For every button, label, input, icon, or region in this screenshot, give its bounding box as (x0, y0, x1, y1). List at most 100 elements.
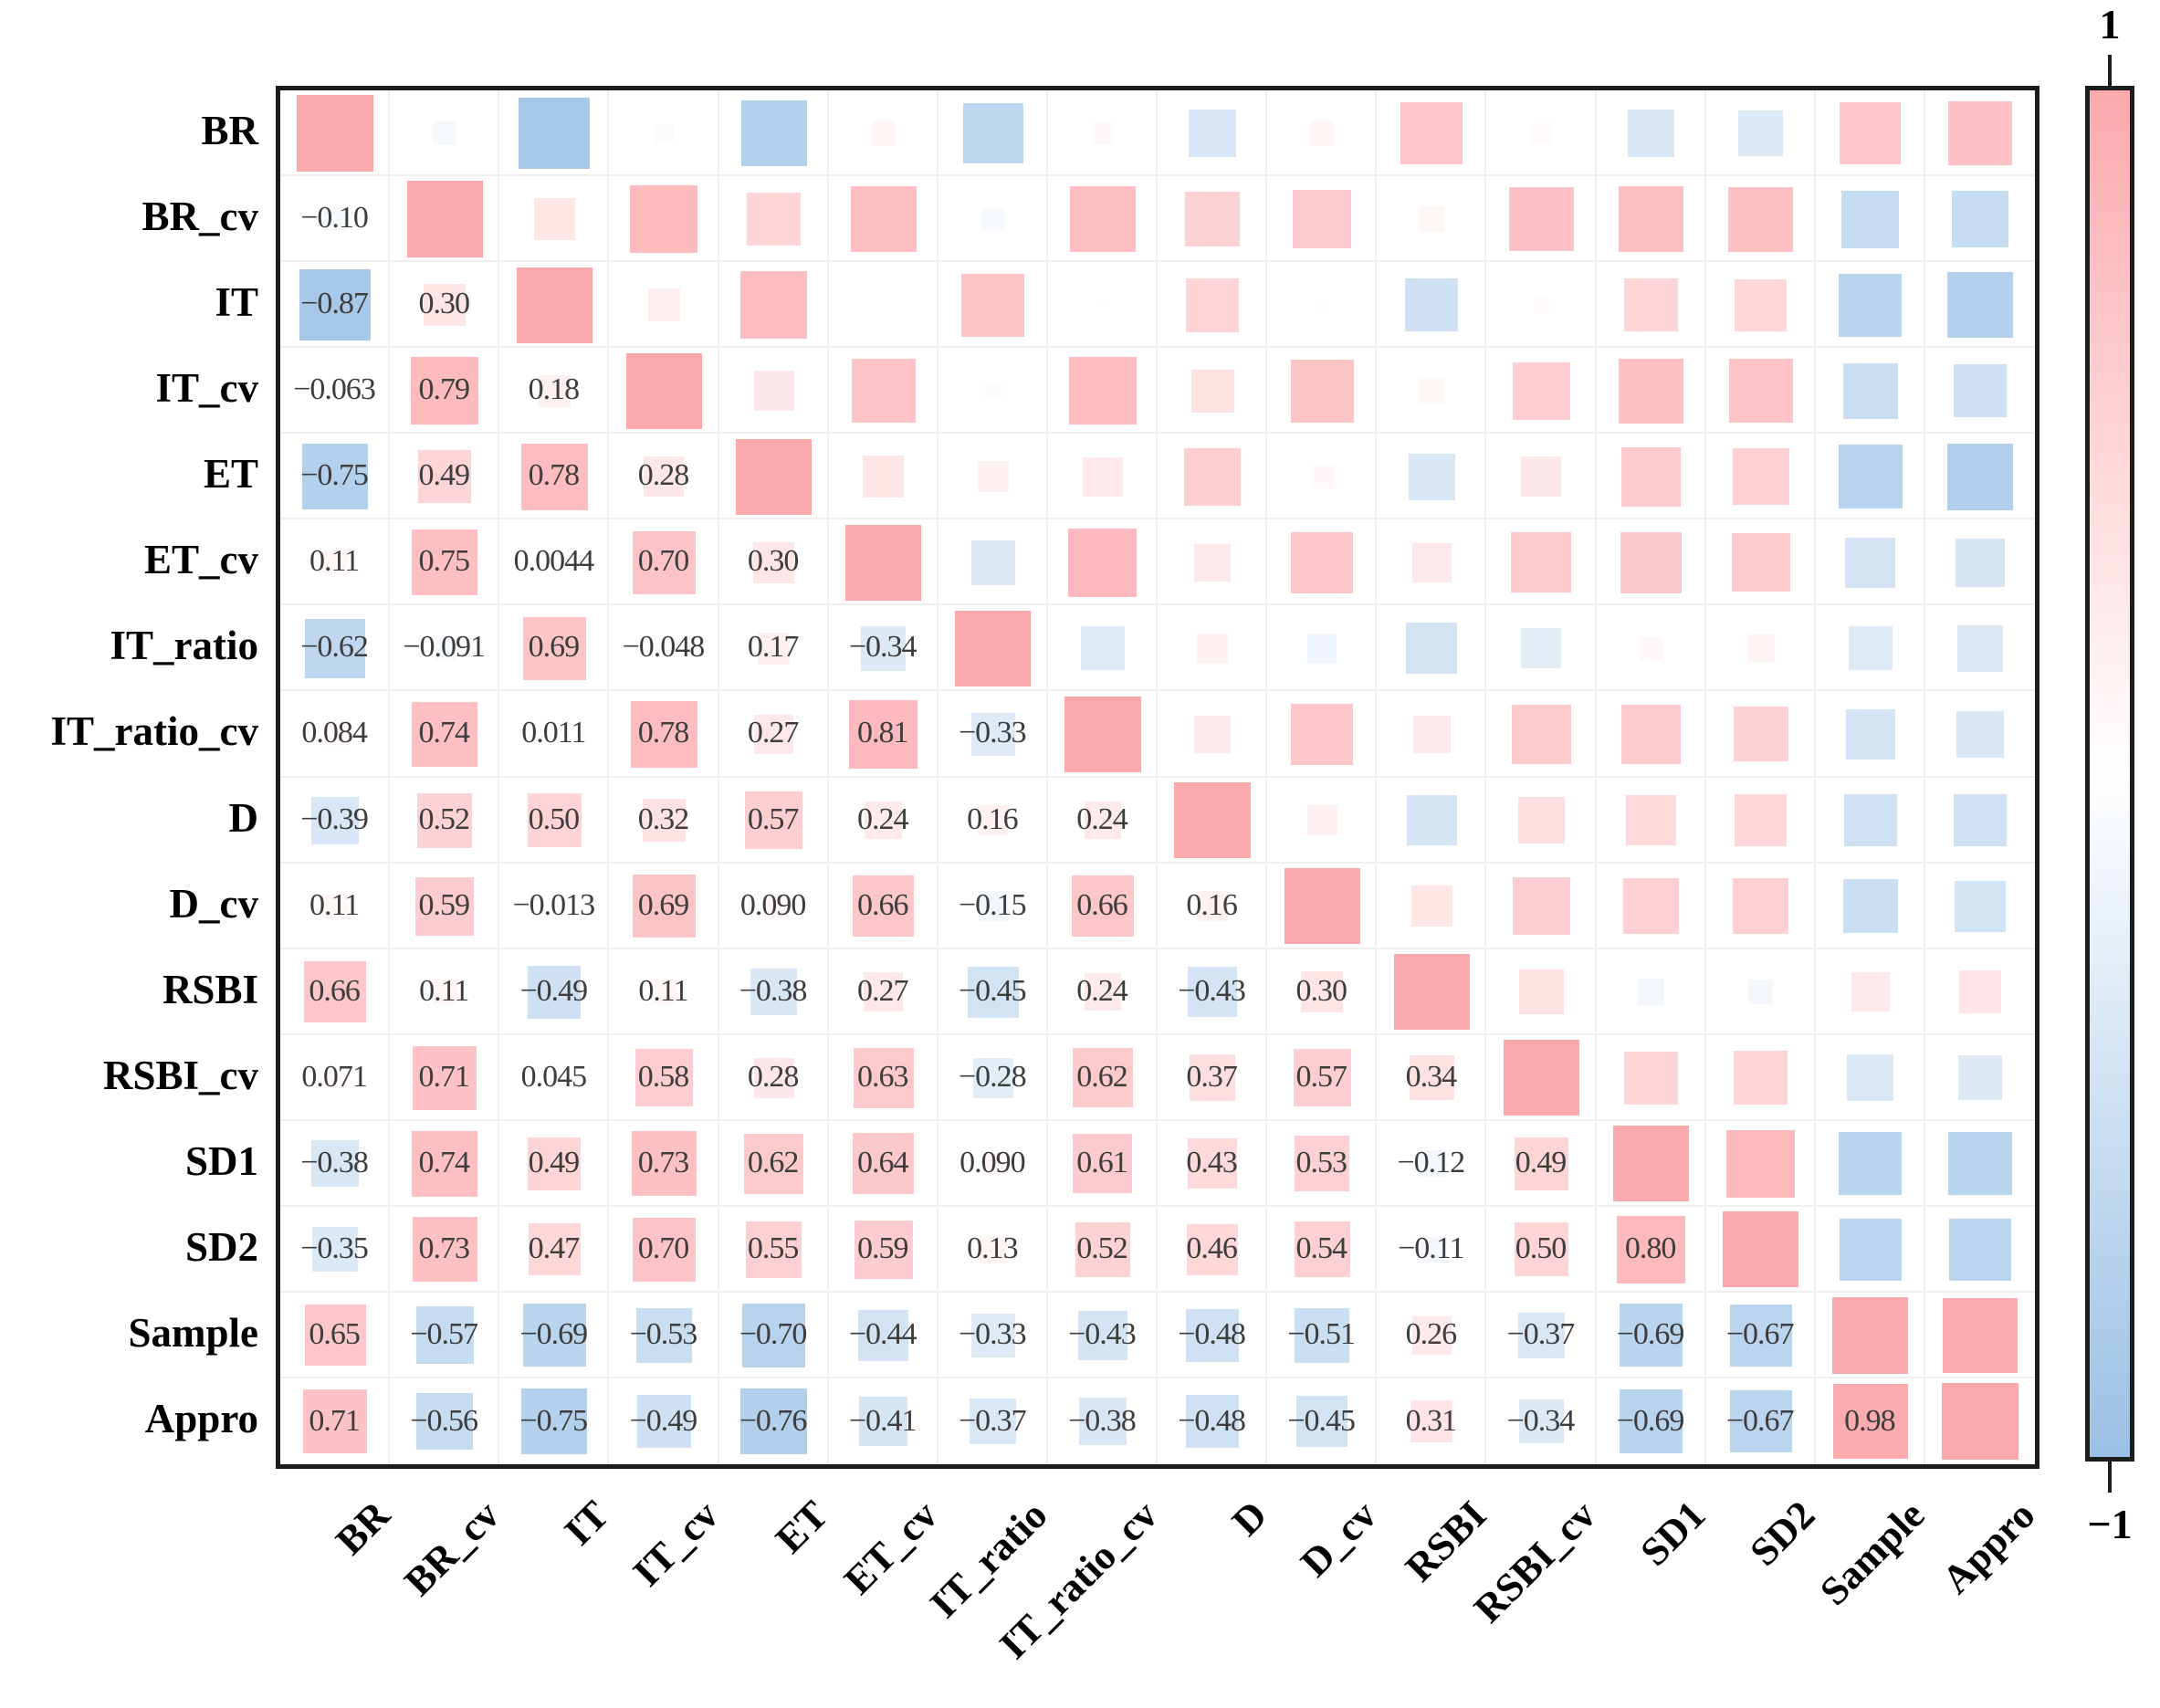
row-label-RSBI: RSBI (162, 966, 258, 1012)
matrix-cell-Sample-Sample (1815, 1292, 1925, 1378)
matrix-cell-D_cv-Sample (1815, 863, 1925, 949)
row-label-IT_cv: IT_cv (155, 365, 259, 412)
correlation-value: −0.43 (1068, 1316, 1137, 1351)
matrix-cell-ET-Appro (1924, 434, 2035, 520)
correlation-square (413, 1045, 477, 1110)
correlation-square (311, 1140, 359, 1188)
correlation-value: 0.74 (418, 716, 470, 750)
correlation-square (1081, 626, 1125, 671)
matrix-cell-D-D_cv (1267, 777, 1378, 864)
correlation-square (978, 804, 1009, 836)
correlation-square (1840, 102, 1902, 164)
correlation-square (1301, 970, 1343, 1013)
correlation-square (1186, 1395, 1239, 1448)
matrix-cell-IT-D (1158, 262, 1268, 349)
matrix-cell-SD2-Sample (1815, 1206, 1925, 1293)
matrix-cell-Sample-SD1: −0.69 (1596, 1292, 1706, 1378)
correlation-square (753, 371, 794, 412)
correlation-square (1291, 703, 1353, 766)
matrix-cell-D-ET_cv: 0.24 (828, 777, 938, 864)
correlation-value: 0.81 (856, 716, 909, 750)
row-label-D: D (228, 794, 259, 841)
correlation-square (1406, 623, 1458, 675)
correlation-square (546, 1069, 563, 1086)
matrix-cell-SD2-ET: 0.55 (718, 1206, 829, 1293)
matrix-cell-SD1-Sample (1815, 1120, 1925, 1207)
matrix-cell-D-Appro (1924, 777, 2035, 864)
matrix-cell-ET-IT_cv: 0.28 (609, 434, 719, 520)
correlation-square (1068, 528, 1138, 597)
correlation-square (1732, 448, 1789, 506)
correlation-square (322, 893, 348, 919)
correlation-value: −0.15 (958, 887, 1027, 922)
row-label-SD2: SD2 (184, 1223, 258, 1270)
matrix-cell-IT_ratio-RSBI_cv (1486, 605, 1597, 692)
matrix-cell-SD2-SD1: 0.80 (1596, 1206, 1706, 1293)
correlation-square (1956, 538, 2005, 587)
correlation-square (1293, 190, 1352, 249)
correlation-value: 0.62 (1076, 1059, 1128, 1094)
correlation-value: 0.18 (528, 372, 581, 407)
correlation-square (1083, 456, 1123, 497)
matrix-cell-SD2-IT_cv: 0.70 (609, 1206, 719, 1293)
matrix-cell-Appro-IT_ratio_cv: −0.38 (1047, 1378, 1158, 1464)
matrix-cell-IT_ratio-Appro (1924, 605, 2035, 692)
correlation-square (1317, 300, 1326, 309)
matrix-cell-BR_cv-IT_ratio (938, 176, 1048, 263)
correlation-value: 0.24 (1076, 802, 1128, 836)
matrix-cell-D-BR: −0.39 (280, 777, 391, 864)
matrix-cell-ET_cv-IT_ratio_cv (1047, 519, 1158, 606)
correlation-square (299, 269, 371, 341)
correlation-square (433, 121, 457, 146)
correlation-square (418, 450, 472, 504)
correlation-square (1640, 636, 1663, 660)
correlation-value: 0.80 (1624, 1231, 1677, 1265)
correlation-value: 0.79 (418, 372, 470, 407)
matrix-cell-ET-D (1158, 434, 1268, 520)
correlation-square (961, 273, 1025, 337)
correlation-square (528, 965, 582, 1019)
matrix-cell-ET-IT_ratio (938, 434, 1048, 520)
matrix-cell-D-Sample (1815, 777, 1925, 864)
matrix-cell-BR-D (1158, 90, 1268, 177)
correlation-square (984, 382, 1001, 400)
matrix-cell-BR_cv-RSBI (1377, 176, 1487, 263)
correlation-square (302, 1388, 368, 1454)
correlation-value: −0.49 (629, 1403, 698, 1438)
correlation-square (853, 1133, 914, 1195)
correlation-value: −0.10 (300, 201, 369, 236)
correlation-value: 0.73 (637, 1145, 690, 1179)
matrix-cell-ET_cv-D (1158, 519, 1268, 606)
correlation-square (1531, 122, 1552, 144)
correlation-value: 0.084 (301, 716, 368, 750)
matrix-cell-IT_ratio_cv-IT: 0.011 (499, 691, 610, 778)
correlation-square (1832, 1383, 1908, 1460)
correlation-value: 0.70 (637, 1231, 690, 1265)
matrix-cell-IT-RSBI_cv (1486, 262, 1597, 349)
matrix-cell-BR-RSBI (1377, 90, 1487, 177)
correlation-square (1410, 885, 1453, 927)
correlation-square (1619, 358, 1684, 424)
matrix-cell-IT_cv-IT_ratio (938, 348, 1048, 435)
correlation-square (1519, 969, 1564, 1014)
correlation-square (1619, 1389, 1683, 1453)
correlation-square (1183, 447, 1242, 506)
correlation-square (1411, 542, 1452, 582)
correlation-square (745, 791, 802, 849)
correlation-square (631, 1131, 697, 1197)
matrix-cell-RSBI-SD2 (1705, 948, 1816, 1035)
matrix-cell-IT-BR: −0.87 (280, 262, 391, 349)
correlation-square (1518, 797, 1565, 844)
correlation-square (735, 438, 813, 515)
matrix-cell-BR_cv-IT (499, 176, 610, 263)
matrix-cell-BR-IT_ratio_cv (1047, 90, 1158, 177)
correlation-square (522, 616, 586, 680)
matrix-cell-BR_cv-D (1158, 176, 1268, 263)
correlation-square (762, 895, 786, 918)
correlation-square (1098, 300, 1107, 309)
matrix-cell-RSBI-IT_ratio_cv: 0.24 (1047, 948, 1158, 1035)
correlation-square (1073, 1134, 1133, 1194)
correlation-square (1733, 878, 1789, 935)
matrix-cell-Appro-RSBI: 0.31 (1377, 1378, 1487, 1464)
correlation-value: −0.063 (293, 372, 376, 407)
